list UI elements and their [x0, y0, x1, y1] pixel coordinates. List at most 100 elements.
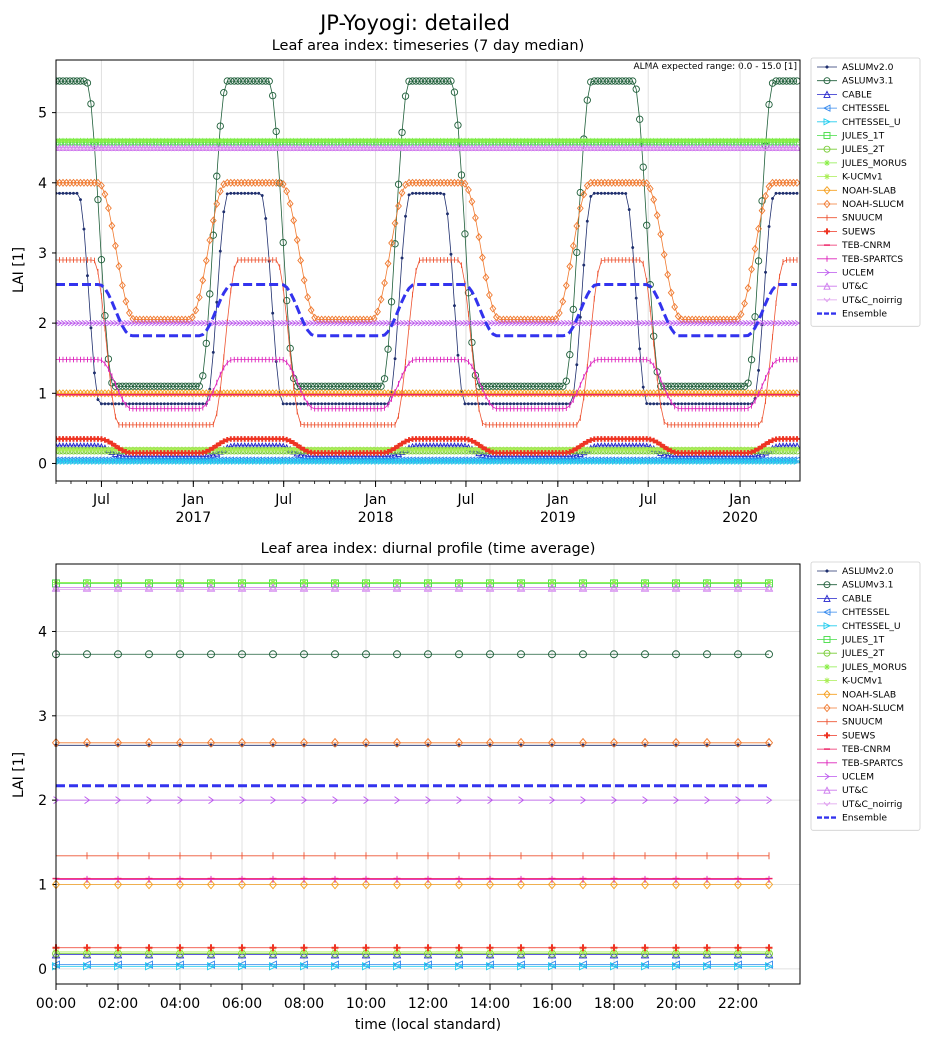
- data-point: [631, 246, 635, 250]
- data-point: [543, 319, 549, 327]
- data-point: [238, 586, 246, 593]
- data-point: [368, 319, 374, 327]
- data-point: [622, 457, 630, 465]
- data-point: [492, 452, 500, 460]
- data-point: [455, 650, 463, 659]
- data-point: [426, 457, 434, 465]
- data-point: [109, 446, 115, 453]
- data-point: [63, 446, 70, 453]
- data-point: [280, 319, 286, 327]
- data-point: [395, 201, 402, 211]
- x-tick-year-label: 2019: [540, 510, 576, 526]
- data-point: [696, 137, 702, 144]
- data-point: [699, 446, 706, 453]
- data-point: [699, 457, 707, 465]
- legend-label: NOAH-SLAB: [842, 185, 896, 196]
- legend-label: JULES_2T: [841, 144, 885, 155]
- data-point: [475, 232, 483, 242]
- data-point: [582, 263, 586, 267]
- data-point: [137, 446, 143, 453]
- data-point: [242, 319, 248, 327]
- data-point: [269, 457, 277, 465]
- data-point: [374, 457, 382, 465]
- data-point: [147, 446, 154, 453]
- data-point: [567, 137, 573, 144]
- data-point: [220, 89, 228, 97]
- data-point: [744, 457, 752, 465]
- series-line-ensemble: [56, 283, 797, 338]
- data-point: [291, 319, 297, 327]
- data-point: [664, 446, 671, 452]
- data-point: [294, 442, 300, 449]
- data-point: [765, 944, 773, 952]
- data-point: [332, 137, 339, 144]
- data-point: [671, 137, 678, 144]
- data-point: [511, 319, 517, 327]
- data-point: [169, 402, 173, 406]
- legend-label: UCLEM: [842, 772, 874, 783]
- data-point: [248, 446, 255, 453]
- data-point: [727, 457, 735, 465]
- data-point: [60, 319, 66, 327]
- data-point: [580, 190, 588, 199]
- data-point: [774, 191, 778, 195]
- data-point: [703, 944, 711, 952]
- series-noah-slab: [51, 879, 774, 890]
- series-line-aslumv3-1: [56, 80, 797, 387]
- data-point: [355, 402, 359, 406]
- data-point: [403, 319, 409, 327]
- data-point: [356, 452, 364, 460]
- data-point: [507, 137, 514, 144]
- data-point: [206, 290, 214, 298]
- data-point: [713, 457, 721, 465]
- data-point: [140, 457, 148, 465]
- data-point: [237, 77, 245, 85]
- y-tick-label: 3: [38, 709, 47, 725]
- data-point: [395, 137, 402, 144]
- data-point: [660, 457, 668, 465]
- data-point: [557, 319, 563, 327]
- data-point: [751, 313, 759, 321]
- data-point: [287, 137, 293, 144]
- data-point: [448, 137, 454, 144]
- data-point: [596, 191, 600, 195]
- data-point: [578, 319, 584, 327]
- data-point: [62, 77, 71, 85]
- legend-marker-ut-c: [823, 282, 831, 290]
- data-point: [224, 137, 231, 144]
- data-point: [222, 210, 226, 214]
- data-point: [85, 274, 89, 278]
- data-point: [232, 191, 236, 195]
- data-point: [199, 452, 207, 460]
- data-point: [682, 137, 688, 144]
- data-point: [82, 879, 92, 890]
- data-point: [69, 77, 78, 85]
- data-point: [166, 402, 170, 406]
- data-point: [385, 448, 391, 455]
- data-point: [497, 446, 503, 453]
- data-point: [515, 402, 519, 406]
- data-point: [70, 457, 78, 465]
- data-point: [248, 77, 256, 85]
- data-point: [580, 457, 588, 465]
- data-point: [57, 319, 63, 327]
- data-point: [776, 457, 784, 465]
- legend-label: JULES_MORUS: [841, 158, 907, 169]
- legend-label: ASLUMv2.0: [842, 566, 894, 577]
- data-point: [165, 137, 171, 144]
- data-point: [294, 319, 300, 327]
- data-point: [283, 457, 291, 465]
- legend-label: CHTESSEL: [842, 103, 890, 114]
- legend-marker-jules-2t: [823, 649, 831, 657]
- data-point: [767, 225, 771, 229]
- data-point: [383, 402, 387, 406]
- data-point: [300, 962, 309, 971]
- data-point: [463, 402, 467, 406]
- data-point: [622, 446, 629, 453]
- data-point: [685, 452, 693, 460]
- data-point: [145, 962, 154, 971]
- data-point: [517, 457, 525, 465]
- series-snuucm: [55, 852, 770, 860]
- y-tick-label: 5: [38, 106, 47, 122]
- data-point: [497, 137, 503, 144]
